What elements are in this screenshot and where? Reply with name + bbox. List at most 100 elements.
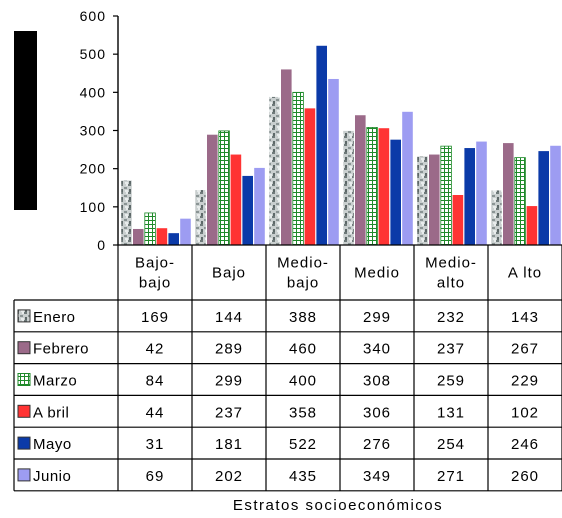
table-cell-value: 237 xyxy=(437,341,465,358)
table-cell-value: 308 xyxy=(363,373,391,390)
bar-febrero-4 xyxy=(429,154,440,245)
table-cell-value: 276 xyxy=(363,436,391,453)
category-label: bajo xyxy=(139,275,171,292)
category-label: Bajo- xyxy=(135,255,175,272)
bar-marzo-1 xyxy=(218,130,230,246)
category-label: bajo xyxy=(287,275,319,292)
category-label: alto xyxy=(437,275,465,292)
bar-enero-1 xyxy=(195,190,206,245)
legend-key-mayo xyxy=(17,436,31,450)
table-cell-value: 44 xyxy=(146,404,165,421)
table-cell-value: 169 xyxy=(141,309,169,326)
y-tick-label: 200 xyxy=(80,161,106,177)
bar-junio-0 xyxy=(180,218,191,245)
table-cell-value: 267 xyxy=(511,341,539,358)
table-cell-value: 131 xyxy=(437,404,465,421)
category-label: Medio- xyxy=(277,255,329,272)
table-cell-value: 460 xyxy=(289,341,317,358)
bar-enero-0 xyxy=(121,180,132,245)
series-name: Mayo xyxy=(33,436,72,453)
bar-abril-4 xyxy=(452,195,464,245)
legend-key-junio xyxy=(17,468,31,482)
left-black-block xyxy=(14,31,37,210)
table-cell-value: 237 xyxy=(215,404,243,421)
series-name: Junio xyxy=(33,468,71,485)
table-cell-value: 306 xyxy=(363,404,391,421)
bar-enero-3 xyxy=(343,130,354,245)
table-cell-value: 271 xyxy=(437,468,465,485)
bar-marzo-4 xyxy=(440,145,452,246)
table-cell-value: 388 xyxy=(289,309,317,326)
table-cell-value: 181 xyxy=(215,436,243,453)
category-label: A lto xyxy=(508,265,542,282)
y-tick-label: 100 xyxy=(80,199,106,215)
bar-junio-5 xyxy=(550,145,561,245)
legend-key-abril xyxy=(17,404,31,418)
table-cell-value: 143 xyxy=(511,309,539,326)
table-cell-value: 435 xyxy=(289,468,317,485)
bar-junio-4 xyxy=(476,141,487,245)
table-cell-value: 102 xyxy=(511,404,539,421)
bar-febrero-3 xyxy=(355,115,366,245)
table-cell-value: 42 xyxy=(146,341,165,358)
table-cell-value: 299 xyxy=(215,373,243,390)
table-cell-value: 260 xyxy=(511,468,539,485)
series-name: Febrero xyxy=(33,341,89,358)
bar-febrero-2 xyxy=(281,69,292,245)
bar-febrero-1 xyxy=(207,134,218,245)
bar-mayo-2 xyxy=(316,45,327,245)
x-axis-label: Estratos socioeconómicos xyxy=(233,497,443,514)
legend-key-enero xyxy=(17,309,31,323)
bar-abril-1 xyxy=(230,154,242,245)
table-cell-value: 144 xyxy=(215,309,243,326)
bar-febrero-0 xyxy=(133,228,144,245)
bar-mayo-3 xyxy=(390,139,401,245)
series-name: A bril xyxy=(33,404,69,421)
y-tick-label: 0 xyxy=(97,237,106,253)
category-label: Medio- xyxy=(425,255,477,272)
table-cell-value: 299 xyxy=(363,309,391,326)
table-cell-value: 349 xyxy=(363,468,391,485)
category-label: Medio xyxy=(354,265,400,282)
y-tick-label: 500 xyxy=(80,46,106,62)
y-tick-label: 600 xyxy=(80,8,106,24)
table-cell-value: 522 xyxy=(289,436,317,453)
series-name: Enero xyxy=(33,309,76,326)
bar-marzo-3 xyxy=(366,127,378,246)
bar-abril-2 xyxy=(304,108,316,245)
table-cell-value: 229 xyxy=(511,373,539,390)
table-cell-value: 340 xyxy=(363,341,391,358)
bar-abril-5 xyxy=(526,206,538,245)
table-cell-value: 246 xyxy=(511,436,539,453)
bar-enero-2 xyxy=(269,96,280,245)
bar-enero-5 xyxy=(491,190,502,245)
bar-enero-4 xyxy=(417,156,428,245)
bar-mayo-4 xyxy=(464,148,475,245)
bar-abril-0 xyxy=(156,228,168,245)
bar-febrero-5 xyxy=(503,143,514,245)
table-cell-value: 358 xyxy=(289,404,317,421)
table-cell-value: 232 xyxy=(437,309,465,326)
table-cell-value: 31 xyxy=(146,436,165,453)
legend-key-marzo xyxy=(17,373,31,386)
bar-junio-3 xyxy=(402,111,413,245)
bar-marzo-0 xyxy=(144,212,156,246)
table-cell-value: 202 xyxy=(215,468,243,485)
legend-key-febrero xyxy=(17,341,31,355)
bar-junio-2 xyxy=(328,78,339,245)
series-name: Marzo xyxy=(33,373,77,390)
category-label: Bajo xyxy=(212,265,246,282)
bar-marzo-5 xyxy=(514,157,526,246)
bar-mayo-1 xyxy=(242,175,253,245)
bar-mayo-5 xyxy=(538,151,549,245)
bar-marzo-2 xyxy=(292,91,304,246)
table-cell-value: 400 xyxy=(289,373,317,390)
y-tick-label: 400 xyxy=(80,84,106,100)
table-cell-value: 69 xyxy=(146,468,165,485)
table-cell-value: 254 xyxy=(437,436,465,453)
bar-abril-3 xyxy=(378,128,390,245)
table-cell-value: 259 xyxy=(437,373,465,390)
bar-junio-1 xyxy=(254,167,265,245)
table-cell-value: 289 xyxy=(215,341,243,358)
table-cell-value: 84 xyxy=(146,373,165,390)
